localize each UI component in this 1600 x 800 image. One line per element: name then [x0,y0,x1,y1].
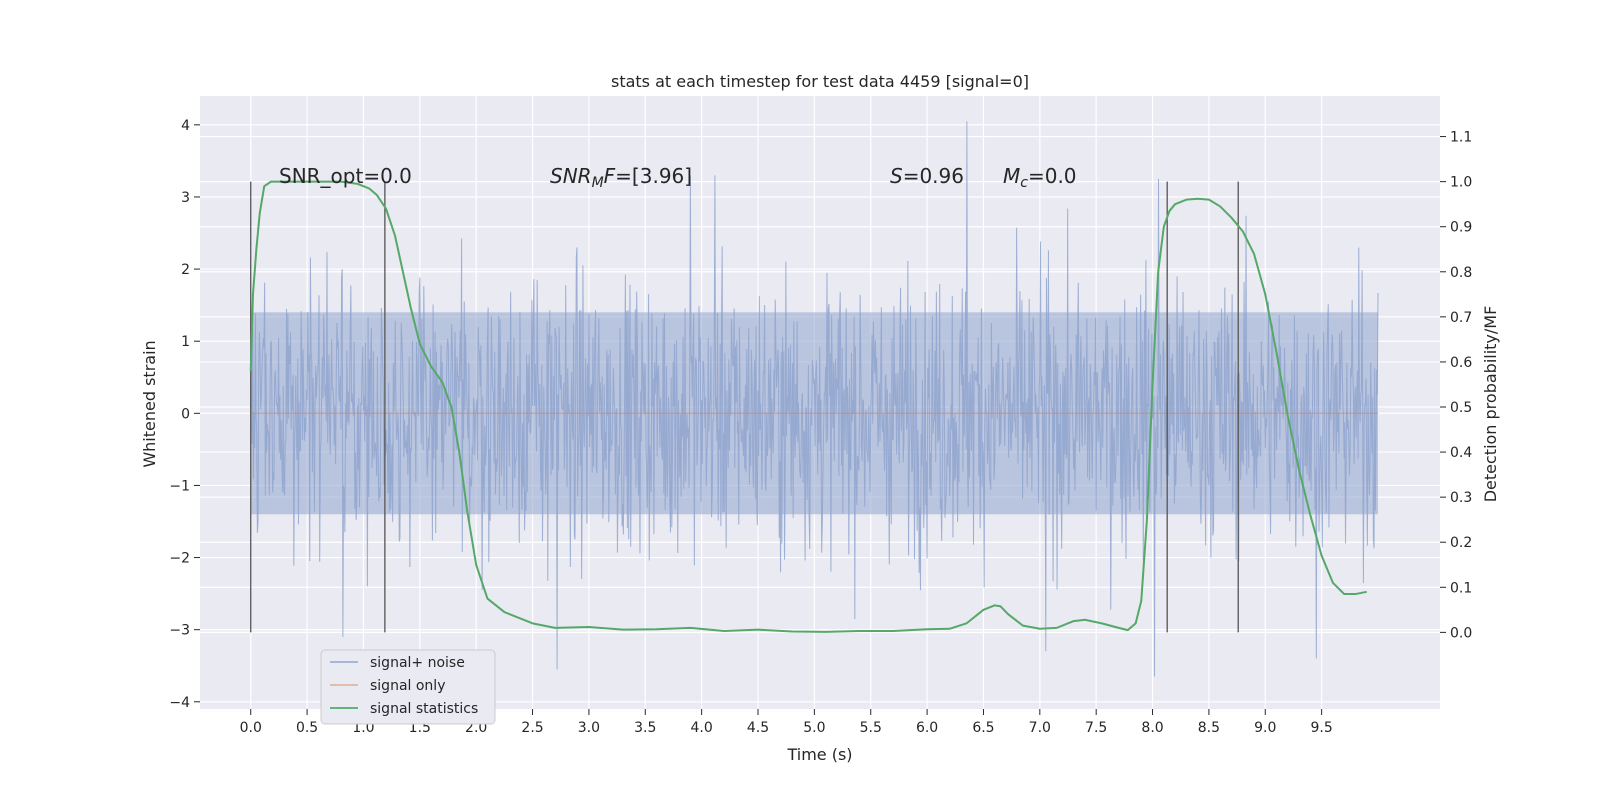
x-axis-label: Time (s) [786,745,852,764]
y-tick-label: −3 [169,623,190,639]
y2-tick-label: 0.3 [1450,490,1472,506]
y2-tick-label: 0.8 [1450,265,1472,281]
legend-label-signal-statistics: signal statistics [370,701,478,717]
legend: signal+ noise signal only signal statist… [320,649,496,725]
y-tick-label: 0 [181,406,190,422]
y-tick-label: −1 [169,478,190,494]
x-tick-label: 2.5 [521,720,543,736]
annotation-s: S=0.96 [890,164,964,188]
y2-tick-label: 0.0 [1450,625,1472,641]
annotation-snr-mf: SNRMF=[3.96] [550,164,692,191]
y-tick-label: 1 [181,334,190,350]
series-signal-statistics [249,180,1367,633]
y2-tick-label: 0.4 [1450,445,1472,461]
legend-label-signal-noise: signal+ noise [370,655,465,671]
y2-tick-label: 0.6 [1450,355,1472,371]
annotation-mc: Mc=0.0 [1003,164,1077,191]
y-tick-label: 4 [181,118,190,134]
x-tick-label: 9.0 [1254,720,1276,736]
y2-tick-label: 1.0 [1450,175,1472,191]
y-tick-label: −2 [169,551,190,567]
y2-tick-label: 0.5 [1450,400,1472,416]
x-tick-label: 9.5 [1311,720,1333,736]
y2-tick-label: 0.7 [1450,310,1472,326]
y2-axis-label: Detection probability/MF [1481,306,1500,503]
x-tick-label: 7.0 [1029,720,1051,736]
ticks: 0.0 0.5 1.0 1.5 2.0 2.5 3.0 3.5 4.0 4.5 5.0 5.5 6.0 6… [169,118,1472,736]
vertical-markers [250,181,1239,633]
x-tick-label: 5.5 [860,720,882,736]
y-tick-label: 3 [181,190,190,206]
x-tick-label: 0.5 [296,720,318,736]
y-tick-label: 2 [181,262,190,278]
x-tick-label: 0.0 [240,720,262,736]
x-tick-label: 8.5 [1198,720,1220,736]
y-axis-label: Whitened strain [140,340,159,467]
signal-statistics-line [249,180,1367,633]
legend-label-signal-only: signal only [370,678,445,694]
x-tick-label: 7.5 [1085,720,1107,736]
y2-tick-label: 0.1 [1450,580,1472,596]
x-tick-label: 3.5 [634,720,656,736]
y-tick-label: −4 [169,695,190,711]
x-tick-label: 4.5 [747,720,769,736]
x-tick-label: 3.0 [578,720,600,736]
x-tick-label: 4.0 [691,720,713,736]
y2-tick-label: 1.1 [1450,130,1472,146]
annotation-s-value: =0.96 [903,164,964,188]
x-tick-label: 6.0 [916,720,938,736]
x-tick-label: 6.5 [972,720,994,736]
x-tick-label: 5.0 [803,720,825,736]
y2-tick-label: 0.9 [1450,220,1472,236]
legend-box [320,649,496,725]
annotation-snr-mf-value: =[3.96] [615,164,692,188]
chart-title: stats at each timestep for test data 445… [611,72,1029,91]
x-tick-label: 8.0 [1141,720,1163,736]
y2-tick-label: 0.2 [1450,535,1472,551]
annotation-mc-value: =0.0 [1028,164,1077,188]
annotation-snr-opt: SNR_opt=0.0 [279,164,412,188]
